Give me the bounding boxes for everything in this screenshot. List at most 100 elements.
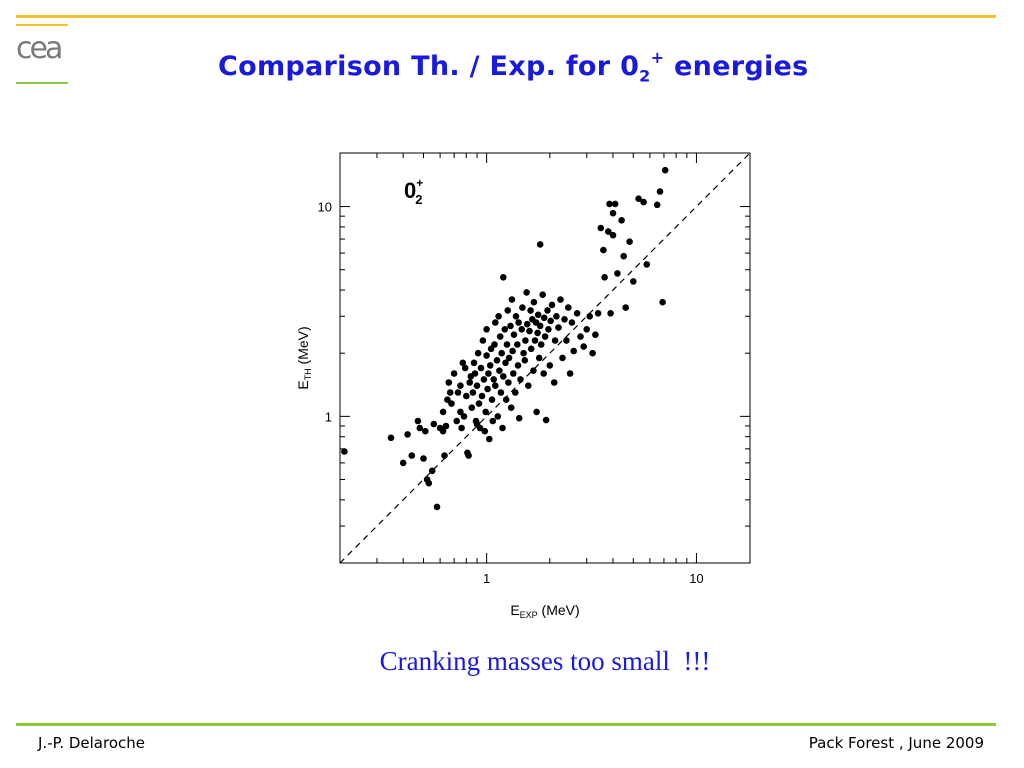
data-point <box>557 296 564 303</box>
data-point <box>541 333 549 340</box>
data-point <box>546 362 554 369</box>
data-point <box>484 385 491 393</box>
data-point <box>565 304 572 311</box>
data-point <box>488 396 496 403</box>
data-point <box>507 322 514 330</box>
data-point <box>408 452 416 459</box>
data-point <box>559 354 566 362</box>
data-point <box>491 341 498 348</box>
data-point <box>404 431 411 438</box>
data-point <box>643 261 651 268</box>
data-point <box>500 274 507 281</box>
data-point <box>497 389 505 396</box>
data-point <box>640 198 647 206</box>
title-suffix: energies <box>664 51 809 82</box>
data-point <box>445 379 453 386</box>
top-rule <box>16 15 996 18</box>
data-point <box>553 313 560 320</box>
data-point <box>457 382 464 389</box>
data-point <box>414 417 422 425</box>
data-point <box>489 417 497 425</box>
data-point <box>519 304 526 311</box>
data-point <box>459 359 467 367</box>
data-point <box>548 301 556 309</box>
x-axis-label-unit: (MeV) <box>538 602 580 618</box>
data-point <box>341 448 348 455</box>
data-point <box>509 347 516 355</box>
data-point <box>490 376 497 383</box>
data-point <box>517 376 524 383</box>
title-subscript: 2 <box>639 66 651 86</box>
data-point <box>540 370 547 377</box>
y-axis-label-sub: TH <box>303 368 313 380</box>
data-point <box>474 349 482 357</box>
data-point <box>659 298 666 306</box>
data-point <box>444 396 451 403</box>
data-point <box>589 349 596 357</box>
data-point <box>527 345 535 353</box>
data-point <box>545 326 552 333</box>
data-point <box>501 326 509 333</box>
data-point <box>570 347 577 355</box>
data-point <box>555 324 562 331</box>
data-point <box>606 200 613 208</box>
footer-author: J.-P. Delaroche <box>38 734 145 752</box>
data-point <box>387 434 395 442</box>
ticks-layer <box>339 153 750 564</box>
data-point <box>605 228 612 235</box>
data-point <box>533 408 540 416</box>
data-point <box>551 337 559 344</box>
data-point <box>495 313 502 320</box>
data-point <box>534 311 542 319</box>
data-point <box>446 389 454 396</box>
footer-event: Pack Forest , June 2009 <box>808 734 984 752</box>
data-point <box>478 392 486 400</box>
data-point <box>618 217 625 224</box>
data-point <box>485 370 492 377</box>
plot-frame-layer <box>339 152 751 564</box>
data-point <box>503 341 511 348</box>
x-tick-label: 1 <box>483 571 490 586</box>
data-point <box>586 313 593 320</box>
data-point <box>439 408 447 416</box>
data-point <box>526 327 533 335</box>
data-point <box>496 367 503 374</box>
data-point <box>422 427 429 435</box>
data-point <box>614 270 621 277</box>
data-point <box>577 333 584 340</box>
data-point <box>525 382 532 389</box>
data-point <box>539 291 546 298</box>
reference-line <box>339 152 751 564</box>
data-point <box>475 400 483 407</box>
title-superscript: + <box>650 48 665 67</box>
data-point <box>531 337 539 344</box>
logo-top-bar <box>16 24 68 26</box>
plot-frame <box>339 152 751 564</box>
data-point <box>466 379 473 386</box>
data-point <box>521 357 529 364</box>
data-point <box>626 238 633 245</box>
data-point <box>500 373 507 380</box>
data-point <box>483 326 490 333</box>
data-point <box>523 320 531 328</box>
data-point <box>563 337 570 344</box>
data-point <box>430 420 438 428</box>
data-point <box>515 414 523 422</box>
data-point <box>468 404 476 412</box>
data-point <box>442 422 450 430</box>
data-point <box>536 322 544 330</box>
data-point <box>496 333 504 340</box>
data-point <box>535 354 543 362</box>
data-point <box>439 427 447 435</box>
data-point <box>536 241 544 248</box>
data-point <box>508 296 516 303</box>
data-point <box>473 382 481 389</box>
data-point <box>471 370 479 377</box>
title-prefix: Comparison Th. / Exp. for 0 <box>218 51 640 82</box>
data-point <box>486 362 494 369</box>
data-point <box>493 357 501 364</box>
data-point <box>470 359 478 367</box>
data-point <box>482 408 489 416</box>
data-point <box>460 413 468 420</box>
data-point <box>502 396 510 403</box>
